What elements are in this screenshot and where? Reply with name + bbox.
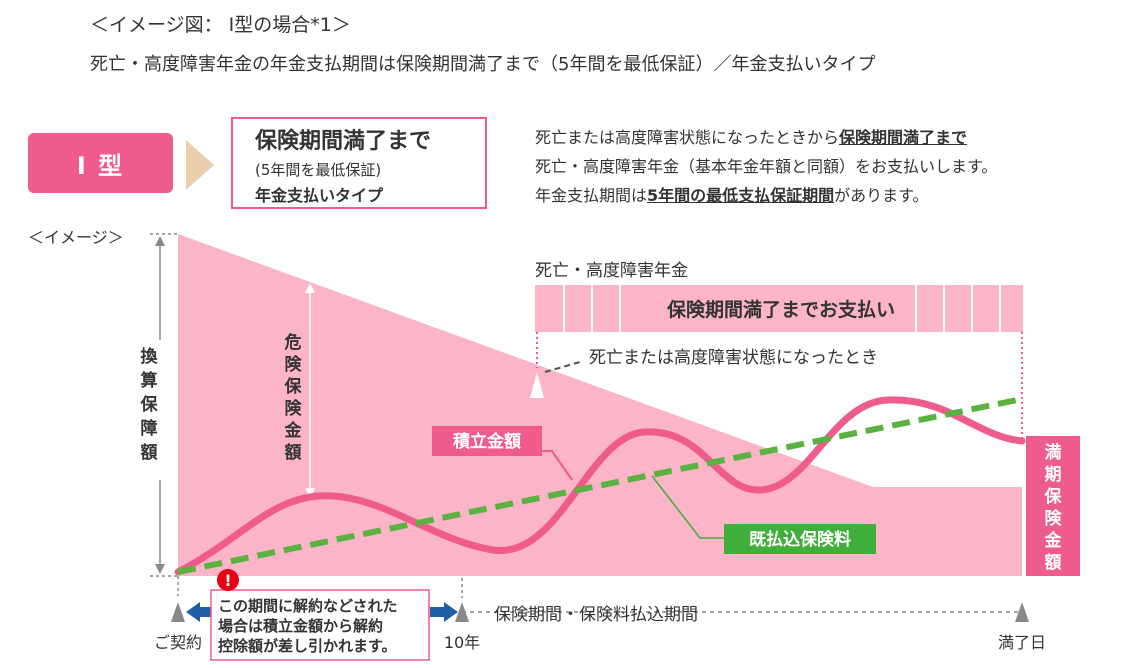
warning-text-line-3: 控除額が差し引かれます。 [218,637,397,655]
description-line-1-emphasis: 保険期間満了まで [839,128,968,147]
blue-arrow-left-icon [186,602,214,622]
annuity-bar-label: 保険期間満了までお支払い [666,298,895,321]
type-box-title: 保険期間満了まで [255,129,432,154]
paid-premium-label: 既払込保険料 [749,529,851,550]
warning-text-line-2: 場合は積立金額から解約 [218,617,383,635]
y-axis-arrow-down [155,564,165,574]
vlabel-risk-glyph: 危 [284,332,302,353]
image-label: ＜イメージ＞ [28,228,124,247]
paid-premium-leader [651,475,724,539]
annuity-bar-dividers [563,285,1001,332]
vlabel-y-glyph: 額 [140,442,158,463]
annuity-title: 死亡・高度障害年金 [535,261,688,281]
x-label-start: ご契約 [154,633,202,652]
warning-box [210,589,430,661]
tenyear-marker [455,602,469,622]
y-axis-arrow-up [155,236,165,246]
description-line-3-text: 年金支払期間は [535,186,648,205]
warning-icon-glyph: ! [224,571,231,590]
arrow-right-icon [186,140,214,190]
vlabel-y-glyph: 算 [140,370,158,391]
type-box: 保険期間満了まで (5年間を最低保証) 年金支払いタイプ [231,117,487,209]
risk-label-bg [281,328,305,458]
maturity-marker [1015,602,1029,622]
vlabel-risk-glyph: 額 [284,442,302,463]
vlabel-risk-glyph: 金 [284,420,303,441]
death-event-marker [530,372,544,398]
risk-amount-arrow-up [305,283,315,293]
x-label-maturity: 満了日 [998,633,1046,652]
paid-premium-label-bg [724,524,876,554]
description-line-1-text: 死亡または高度障害状態になったときから [535,128,840,147]
warning-icon [217,569,239,591]
diagram-caption: ＜イメージ図： Ⅰ型の場合*1＞ [90,14,351,36]
vlabel-maturity-glyph: 保 [1044,486,1063,507]
warning-text-line-1: この期間に解約などされた [218,597,398,615]
accumulated-label-bg [432,426,542,456]
vlabel-risk-glyph: 保 [284,376,303,397]
blue-arrow-right-icon [430,602,458,622]
period-label: 保険期間・保険料払込期間 [494,605,698,625]
start-marker [171,602,185,622]
vlabel-maturity-glyph: 険 [1045,508,1063,529]
death-label-leader [544,361,581,373]
protection-area [178,234,1022,576]
vlabel-maturity-glyph: 金 [1044,530,1063,551]
diagram-subtitle: 死亡・高度障害年金の年金支払期間は保険期間満了まで（5年間を最低保証）／年金支払… [90,54,876,75]
vlabel-maturity-glyph: 満 [1045,442,1062,463]
paid-premium-line [177,396,1023,575]
vlabel-maturity-glyph: 額 [1044,552,1062,573]
description-line-3: 年金支払期間は5年間の最低支払保証期間があります。 [535,182,929,206]
accumulated-label: 積立金額 [453,431,521,452]
maturity-amount-block [1026,436,1080,576]
accumulated-amount-curve [174,396,1026,576]
accumulated-label-leader [542,450,573,481]
description-line-1: 死亡または高度障害状態になったときから保険期間満了まで [535,124,967,148]
x-label-tenyear: 10年 [444,633,480,652]
description-line-3-emphasis: 5年間の最低支払保証期間 [647,186,835,205]
death-label: 死亡または高度障害状態になったとき [589,348,878,368]
vlabel-y-glyph: 保 [140,394,159,415]
type-box-note: (5年間を最低保証) [255,161,382,179]
description-line-3-tail: があります。 [834,186,929,205]
risk-amount-arrow-down [305,488,315,498]
type-badge: Ⅰ 型 [28,133,173,193]
y-axis-label-bg [137,340,161,480]
vlabel-maturity-glyph: 期 [1045,465,1062,485]
description-line-2: 死亡・高度障害年金（基本年金年額と同額）をお支払いします。 [535,157,998,176]
vlabel-y-glyph: 障 [141,418,158,439]
annuity-bar-label-bg [650,293,915,325]
vlabel-risk-glyph: 険 [285,354,303,375]
vlabel-y-glyph: 換 [141,346,159,367]
vlabel-risk-glyph: 険 [285,398,303,419]
type-box-subtitle: 年金支払いタイプ [255,186,384,205]
